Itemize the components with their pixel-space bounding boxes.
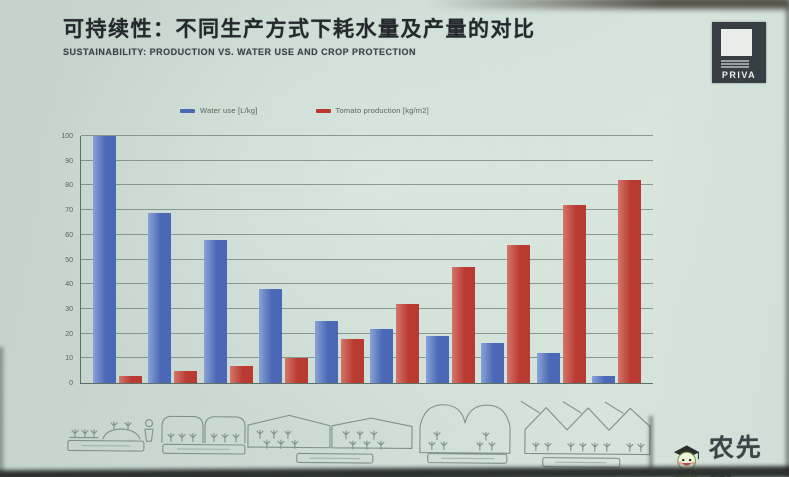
title-block: 可持续性：不同生产方式下耗水量及产量的对比 SUSTAINABILITY: PR… xyxy=(63,13,623,57)
water-use-bar xyxy=(93,136,116,383)
bar-group xyxy=(536,136,586,383)
bar-group xyxy=(93,136,142,383)
tomato-production-bar xyxy=(451,266,475,383)
legend-swatch xyxy=(315,108,331,113)
pitched-roof-greenhouses-icon xyxy=(247,414,413,450)
page-title: 可持续性：不同生产方式下耗水量及产量的对比 xyxy=(63,18,536,41)
bar-group xyxy=(425,136,475,383)
page-subtitle: SUSTAINABILITY: PRODUCTION VS. WATER USE… xyxy=(63,47,417,57)
plastic-tunnel-greenhouses-icon xyxy=(161,415,246,444)
y-tick-label: 100 xyxy=(61,133,73,140)
axis-label-box xyxy=(67,439,145,452)
y-tick-label: 90 xyxy=(65,157,73,165)
gridline xyxy=(81,332,653,334)
tomato-production-bar xyxy=(340,338,364,383)
water-use-bar xyxy=(370,328,394,383)
logo-window-shape xyxy=(721,29,752,56)
dome-greenhouse-icon xyxy=(419,404,511,454)
tomato-production-bar xyxy=(174,370,198,383)
gridline xyxy=(81,283,653,285)
gridline xyxy=(81,135,653,136)
photo-edge-top xyxy=(429,0,789,9)
water-use-bar xyxy=(591,375,615,383)
tomato-production-bar xyxy=(617,180,641,383)
bar-group xyxy=(203,136,253,383)
water-use-bar xyxy=(481,343,505,383)
logo-brand-text: PRIVA xyxy=(721,70,757,80)
tomato-production-bar xyxy=(229,365,253,383)
bars xyxy=(81,136,653,383)
chart-legend: Water use [L/kg] Tomato production [kg/m… xyxy=(180,106,429,115)
y-tick-label: 60 xyxy=(65,231,73,239)
screen-fold-shadow xyxy=(649,416,653,472)
legend-item-water-use: Water use [L/kg] xyxy=(180,106,258,115)
logo-tagline-lines xyxy=(721,60,749,69)
gridline xyxy=(81,159,653,161)
bar-group xyxy=(481,136,531,383)
axis-label-box xyxy=(296,452,374,464)
water-use-bar xyxy=(203,239,227,383)
legend-label: Water use [L/kg] xyxy=(200,106,258,115)
bar-group xyxy=(259,136,309,383)
tomato-production-bar xyxy=(396,303,420,383)
y-tick-label: 40 xyxy=(65,281,73,289)
tomato-production-bar xyxy=(285,358,309,383)
photo-edge-right xyxy=(786,0,789,477)
low-tunnel-with-watering-can-icon xyxy=(102,419,154,442)
bar-group xyxy=(370,136,420,383)
water-use-bar xyxy=(425,336,449,383)
venlo-greenhouse-open-vents-icon xyxy=(520,400,651,456)
y-tick-label: 0 xyxy=(69,380,73,387)
y-tick-label: 30 xyxy=(65,305,73,313)
water-use-bar xyxy=(259,289,283,383)
axis-label-box xyxy=(162,443,246,455)
legend-label: Tomato production [kg/m2] xyxy=(335,106,429,115)
priva-logo: PRIVA xyxy=(712,22,766,83)
open-field-crops-icon xyxy=(69,428,99,439)
legend-item-tomato-production: Tomato production [kg/m2] xyxy=(315,106,429,115)
gridline xyxy=(81,258,653,260)
y-tick-label: 10 xyxy=(65,355,73,363)
bar-group xyxy=(314,136,364,383)
tomato-production-bar xyxy=(507,244,531,383)
tomato-production-bar xyxy=(562,205,586,383)
y-tick-label: 50 xyxy=(65,256,73,264)
gridline xyxy=(81,209,653,211)
gridline xyxy=(81,307,653,309)
bar-group xyxy=(591,136,641,383)
gridline xyxy=(81,357,653,359)
y-tick-label: 80 xyxy=(65,182,73,190)
water-use-bar xyxy=(536,353,560,383)
bar-group xyxy=(148,136,198,383)
axis-label-box xyxy=(427,453,508,464)
tomato-production-bar xyxy=(119,375,142,383)
water-use-bar xyxy=(314,321,338,383)
legend-swatch xyxy=(180,108,195,113)
photo-edge-left xyxy=(0,347,3,477)
gridline xyxy=(81,233,653,235)
y-tick-label: 20 xyxy=(65,330,73,338)
water-use-bar xyxy=(148,212,172,383)
plot-area: 0 10 20 30 40 50 60 70 80 90 100 xyxy=(61,133,653,387)
x-axis-icon-strip xyxy=(58,391,659,472)
gridline xyxy=(81,184,653,186)
y-tick-label: 70 xyxy=(65,207,73,215)
y-axis-labels: 0 10 20 30 40 50 60 70 80 90 100 xyxy=(55,133,77,387)
